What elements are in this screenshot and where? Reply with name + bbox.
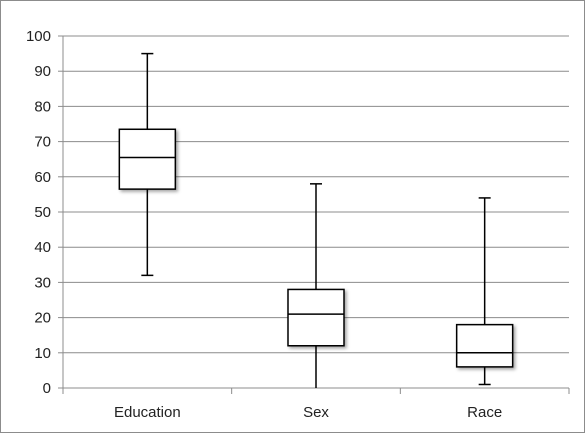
iqr-box-sex	[287, 288, 345, 347]
boxes	[118, 52, 514, 388]
y-tick-label-50: 50	[34, 204, 51, 221]
y-tick-label-10: 10	[34, 345, 51, 362]
box-race	[455, 197, 514, 386]
iqr-box-education	[118, 128, 177, 190]
box-sex	[287, 183, 345, 388]
y-tick-label-80: 80	[34, 98, 51, 115]
y-tick-label-100: 100	[26, 28, 51, 45]
y-tick-label-60: 60	[34, 169, 51, 186]
y-tick-label-40: 40	[34, 239, 51, 256]
x-category-label-sex: Sex	[303, 404, 329, 421]
x-category-label-race: Race	[467, 404, 502, 421]
iqr-box-race	[455, 323, 514, 368]
x-category-label-education: Education	[114, 404, 181, 421]
y-tick-label-20: 20	[34, 310, 51, 327]
y-tick-label-90: 90	[34, 63, 51, 80]
y-tick-label-70: 70	[34, 134, 51, 151]
labels: 0 10 20 30 40 50 60 70 80 90 100 Education Sex Race	[26, 28, 502, 421]
y-tick-label-30: 30	[34, 274, 51, 291]
y-tick-label-0: 0	[43, 380, 51, 397]
box-education	[118, 52, 177, 277]
